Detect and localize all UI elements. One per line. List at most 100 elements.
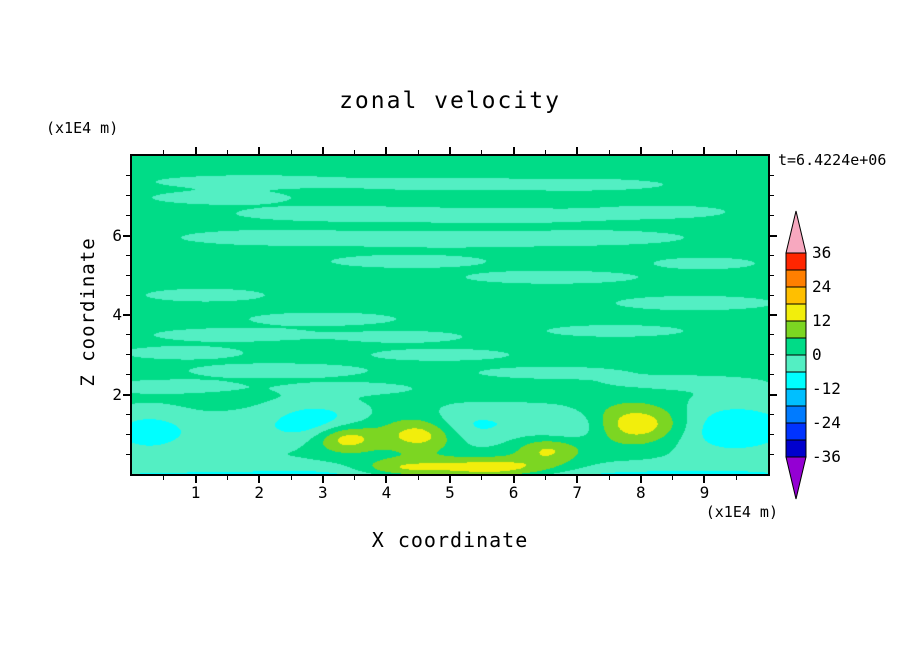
colorbar-arrow-up <box>785 210 807 254</box>
colorbar-segment <box>785 269 807 288</box>
x-tick-minor-top <box>544 150 546 154</box>
colorbar-segment <box>785 320 807 339</box>
plot-frame <box>130 154 770 476</box>
plot-title: zonal velocity <box>339 88 561 114</box>
x-tick-label: 5 <box>445 483 455 502</box>
colorbar-label: -24 <box>812 413 841 432</box>
x-axis-unit: (x1E4 m) <box>705 503 778 521</box>
colorbar-segment <box>785 337 807 356</box>
x-tick-minor <box>290 476 292 480</box>
colorbar-label: 12 <box>812 311 832 330</box>
z-tick-label: 2 <box>112 384 122 404</box>
x-tick-minor <box>608 476 610 480</box>
colorbar-segment <box>785 286 807 305</box>
colorbar-segment <box>785 439 807 458</box>
z-tick-minor-right <box>770 334 774 336</box>
z-tick-minor-right <box>770 195 774 197</box>
time-annotation: t=6.4224e+06 <box>778 151 887 169</box>
z-tick-minor <box>126 374 130 376</box>
z-tick-minor-right <box>770 294 774 296</box>
x-tick-major-top <box>703 147 706 154</box>
x-tick-minor-top <box>608 150 610 154</box>
x-tick-major-top <box>449 147 451 154</box>
z-tick-minor-right <box>770 354 774 356</box>
colorbar-segment <box>785 405 807 424</box>
x-axis-label: X coordinate <box>371 528 529 552</box>
x-tick-major <box>449 476 451 483</box>
z-tick-minor-right <box>770 453 774 455</box>
x-tick-major-top <box>576 147 579 154</box>
z-tick-minor <box>126 334 130 336</box>
x-tick-label: 2 <box>254 483 264 502</box>
x-tick-label: 4 <box>381 483 392 502</box>
x-tick-major <box>321 476 324 483</box>
x-tick-major <box>385 476 388 483</box>
contour-field-canvas <box>132 156 768 474</box>
x-tick-major <box>703 476 706 483</box>
x-tick-minor <box>163 476 165 480</box>
x-tick-label: 1 <box>190 483 201 502</box>
z-tick-minor <box>126 354 130 356</box>
colorbar-label: 0 <box>812 345 822 364</box>
x-tick-label: 9 <box>699 483 710 502</box>
x-tick-label: 6 <box>508 483 519 502</box>
z-tick-major <box>123 314 130 316</box>
z-tick-minor <box>126 294 130 296</box>
x-tick-minor-top <box>481 150 483 154</box>
colorbar-label: -12 <box>812 379 841 398</box>
y-axis-unit: (x1E4 m) <box>46 119 119 137</box>
x-tick-major <box>194 476 197 483</box>
z-tick-minor-right <box>770 374 774 376</box>
x-tick-minor-top <box>417 150 419 154</box>
x-tick-minor-top <box>672 150 674 154</box>
z-tick-minor <box>126 453 130 455</box>
x-tick-major <box>258 476 261 483</box>
x-tick-major <box>639 476 642 483</box>
z-tick-minor <box>126 433 130 435</box>
z-tick-label: 6 <box>112 225 122 245</box>
x-tick-major <box>512 476 515 483</box>
z-tick-major-right <box>770 234 777 237</box>
z-tick-minor-right <box>770 215 774 217</box>
x-tick-minor-top <box>226 150 228 154</box>
x-tick-minor-top <box>290 150 292 154</box>
z-tick-minor-right <box>770 413 774 415</box>
colorbar <box>785 210 807 500</box>
x-tick-major-top <box>512 147 515 154</box>
x-tick-label: 7 <box>572 483 582 502</box>
x-tick-major-top <box>385 147 388 154</box>
z-tick-major-right <box>770 393 777 396</box>
colorbar-segment <box>785 371 807 390</box>
x-tick-minor-top <box>735 150 737 154</box>
z-tick-minor <box>126 175 130 177</box>
x-tick-major-top <box>258 147 261 154</box>
colorbar-label: 24 <box>812 277 832 296</box>
colorbar-segment <box>785 354 807 373</box>
x-tick-minor-top <box>354 150 356 154</box>
colorbar-label: -36 <box>812 447 841 466</box>
x-tick-minor <box>672 476 674 480</box>
x-tick-minor <box>481 476 483 480</box>
colorbar-segment <box>785 388 807 407</box>
colorbar-arrow-down <box>785 456 807 500</box>
x-tick-major-top <box>321 147 324 154</box>
z-tick-major-right <box>770 314 777 316</box>
colorbar-segment <box>785 422 807 441</box>
colorbar-label: 36 <box>812 243 832 262</box>
x-tick-major <box>576 476 579 483</box>
x-tick-label: 3 <box>317 483 328 502</box>
x-tick-label: 8 <box>635 483 646 502</box>
x-tick-minor-top <box>163 150 165 154</box>
z-tick-minor <box>126 215 130 217</box>
z-tick-minor-right <box>770 254 774 256</box>
z-tick-minor-right <box>770 274 774 276</box>
z-tick-major <box>123 234 130 237</box>
z-tick-minor <box>126 254 130 256</box>
z-tick-minor <box>126 195 130 197</box>
z-tick-minor <box>126 413 130 415</box>
z-tick-major <box>123 393 130 396</box>
z-tick-minor <box>126 274 130 276</box>
colorbar-segment <box>785 303 807 322</box>
x-tick-minor <box>354 476 356 480</box>
x-tick-major-top <box>194 147 197 154</box>
